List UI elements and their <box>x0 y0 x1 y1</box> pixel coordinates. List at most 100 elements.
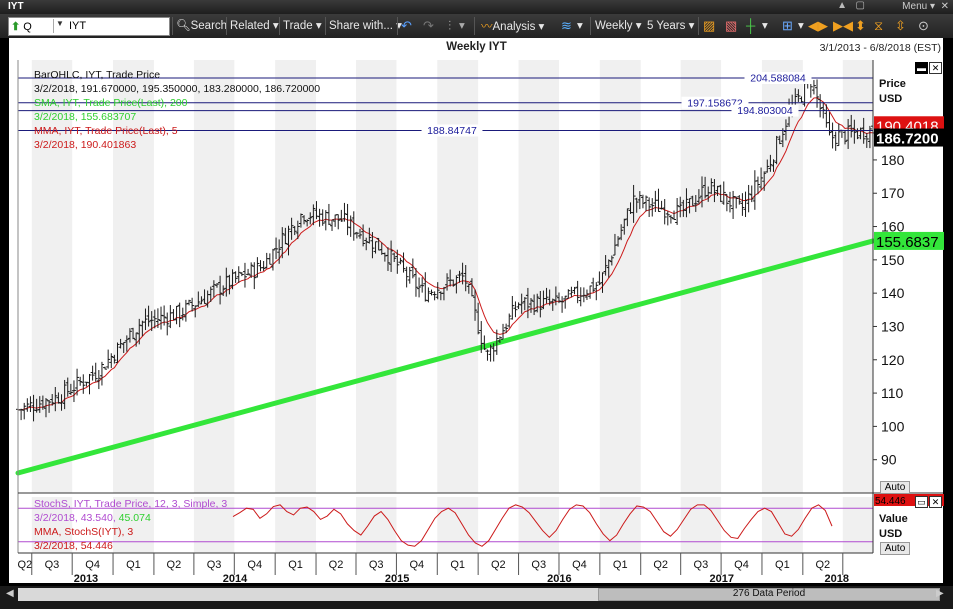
close-window-icon[interactable]: ✕ <box>940 1 949 12</box>
toolbar-divider <box>397 17 398 35</box>
stoch-tag-label: 54.446 <box>875 496 906 507</box>
price-axis-title-2: USD <box>879 93 903 105</box>
add-window-icon[interactable]: ⊞ <box>782 18 793 33</box>
reference-line-label: 197.158672 <box>687 97 743 109</box>
panel-maximize-icon[interactable]: ▬ <box>915 62 928 74</box>
fit-icon[interactable]: ⇳ <box>895 18 906 33</box>
toolbar-divider <box>279 17 280 35</box>
more-icon[interactable]: ⊙ <box>918 18 929 33</box>
price-axis-title-1: Price <box>879 78 906 90</box>
quarter-band <box>518 60 559 493</box>
symbol-type-dropdown-icon[interactable]: ▼ <box>53 19 66 33</box>
bar-type-icon[interactable]: ⫶ <box>448 18 452 33</box>
x-year-label: 2017 <box>710 573 734 585</box>
stoch-line <box>232 504 833 547</box>
x-quarter-label: Q3 <box>369 559 384 571</box>
price-tag-label: 186.7200 <box>876 131 939 148</box>
scrollbar-thumb[interactable] <box>598 588 940 601</box>
x-quarter-label: Q4 <box>410 559 425 571</box>
trade-button[interactable]: Trade ▾ <box>283 20 322 32</box>
legend-smma-value: 3/2/2018, 54.446 <box>34 540 113 552</box>
undo-icon[interactable]: ↶ <box>401 18 412 33</box>
x-quarter-label: Q1 <box>288 559 303 571</box>
reference-label-bg <box>421 124 483 137</box>
zoom-out-icon[interactable]: ▶◀ <box>833 18 853 33</box>
legend-bar-title: BarOHLC, IYT, Trade Price <box>34 69 161 81</box>
analysis-button[interactable]: 〰Analysis ▾ <box>481 21 545 33</box>
lower-panel-close-icon[interactable]: ✕ <box>929 496 942 508</box>
y-tick-label: 130 <box>881 318 905 334</box>
zoom-vertical-icon[interactable]: ⬍ <box>855 18 866 33</box>
related-button[interactable]: Related ▾ <box>230 20 279 32</box>
quarter-band <box>356 60 397 493</box>
x-year-label: 2018 <box>825 573 849 585</box>
quarter-band <box>842 60 873 493</box>
quarter-band <box>761 497 803 553</box>
lower-panel-maximize-icon[interactable]: ▭ <box>915 496 928 508</box>
reference-label-bg <box>731 104 799 117</box>
x-quarter-label: Q2 <box>653 559 668 571</box>
x-quarter-label: Q4 <box>247 559 262 571</box>
pin-icon[interactable]: ▲ <box>837 0 847 11</box>
bar-type-dropdown-icon[interactable]: ▾ <box>459 20 465 32</box>
x-quarter-label: Q4 <box>734 559 749 571</box>
toolbar-divider <box>590 17 591 35</box>
x-quarter-label: Q2 <box>815 559 830 571</box>
reference-line-label: 188.84747 <box>427 125 477 137</box>
quarter-band <box>599 60 641 493</box>
y-tick-label: 100 <box>881 418 905 434</box>
toolbar-divider <box>698 17 699 35</box>
crosshair-dropdown-icon[interactable]: ▾ <box>762 20 768 32</box>
x-quarter-label: Q4 <box>572 559 587 571</box>
data-period-label: 276 Data Period <box>732 588 806 599</box>
scroll-left-arrow-icon[interactable]: ◀ <box>6 588 14 599</box>
studies-icon[interactable]: ≋ <box>561 18 572 33</box>
chart-date-range: 3/1/2013 - 6/8/2018 (EST) <box>819 42 941 54</box>
legend-stoch-value: 3/2/2018, 43.540, <box>34 512 116 524</box>
x-quarter-label: Q1 <box>126 559 141 571</box>
y-tick-label: 170 <box>881 185 905 201</box>
studies-dropdown-icon[interactable]: ▾ <box>577 20 583 32</box>
x-quarter-label: Q2 <box>491 559 506 571</box>
add-window-dropdown-icon[interactable]: ▾ <box>798 20 804 32</box>
price-auto-scale-button[interactable]: Auto <box>880 481 910 494</box>
chart-style-icon[interactable]: ▨ <box>703 18 716 33</box>
value-axis-title: Value USD <box>879 512 908 542</box>
x-quarter-label: Q1 <box>613 559 628 571</box>
x-quarter-label: Q3 <box>531 559 546 571</box>
frequency-label: Weekly <box>595 20 633 32</box>
reference-label-bg <box>744 72 812 85</box>
zoom-in-icon[interactable]: ⧖ <box>874 18 884 33</box>
symbol-field[interactable]: ⬆ Q ▼ IYT <box>8 17 170 36</box>
stoch-legend: StochS, IYT, Trade Price, 12, 3, Simple,… <box>34 497 227 553</box>
window-title-bar: IYT ▲ ▢ Menu ▾ ✕ <box>0 0 953 14</box>
search-button[interactable]: 🔍︎Search <box>176 18 227 32</box>
toolbar-divider <box>474 17 475 35</box>
search-label: Search <box>190 20 228 32</box>
legend-mma-value: 3/2/2018, 190.401863 <box>34 139 137 151</box>
toolbar-divider <box>226 17 227 35</box>
y-tick-label: 180 <box>881 152 905 168</box>
panel-close-icon[interactable]: ✕ <box>929 62 942 74</box>
symbol-type-select[interactable]: ⬆ Q <box>11 20 49 33</box>
crosshair-icon[interactable]: ┼ <box>746 18 756 33</box>
quarter-band <box>113 60 154 493</box>
range-select[interactable]: 5 Years ▾ <box>647 20 695 32</box>
menu-button[interactable]: Menu ▾ <box>902 1 935 12</box>
value-auto-scale-button[interactable]: Auto <box>880 542 910 555</box>
symbol-input[interactable]: IYT <box>69 20 87 32</box>
quarter-band <box>31 497 73 553</box>
maximize-icon[interactable]: ▢ <box>855 0 865 11</box>
redo-icon[interactable]: ↷ <box>423 18 434 33</box>
scroll-left-icon[interactable]: ◀▶ <box>808 18 828 33</box>
symbol-type-label: Q <box>23 21 32 33</box>
reference-line-label: 194.803004 <box>737 105 793 117</box>
price-tag-bg <box>874 231 944 250</box>
frequency-select[interactable]: Weekly ▾ <box>595 20 642 32</box>
share-button[interactable]: Share with... ▾ <box>329 20 402 32</box>
toolbar-divider <box>325 17 326 35</box>
scroll-right-arrow-icon[interactable]: ▶ <box>936 588 944 599</box>
compare-icon[interactable]: ▧ <box>725 18 738 33</box>
time-scrollbar[interactable]: 276 Data Period <box>18 588 940 601</box>
